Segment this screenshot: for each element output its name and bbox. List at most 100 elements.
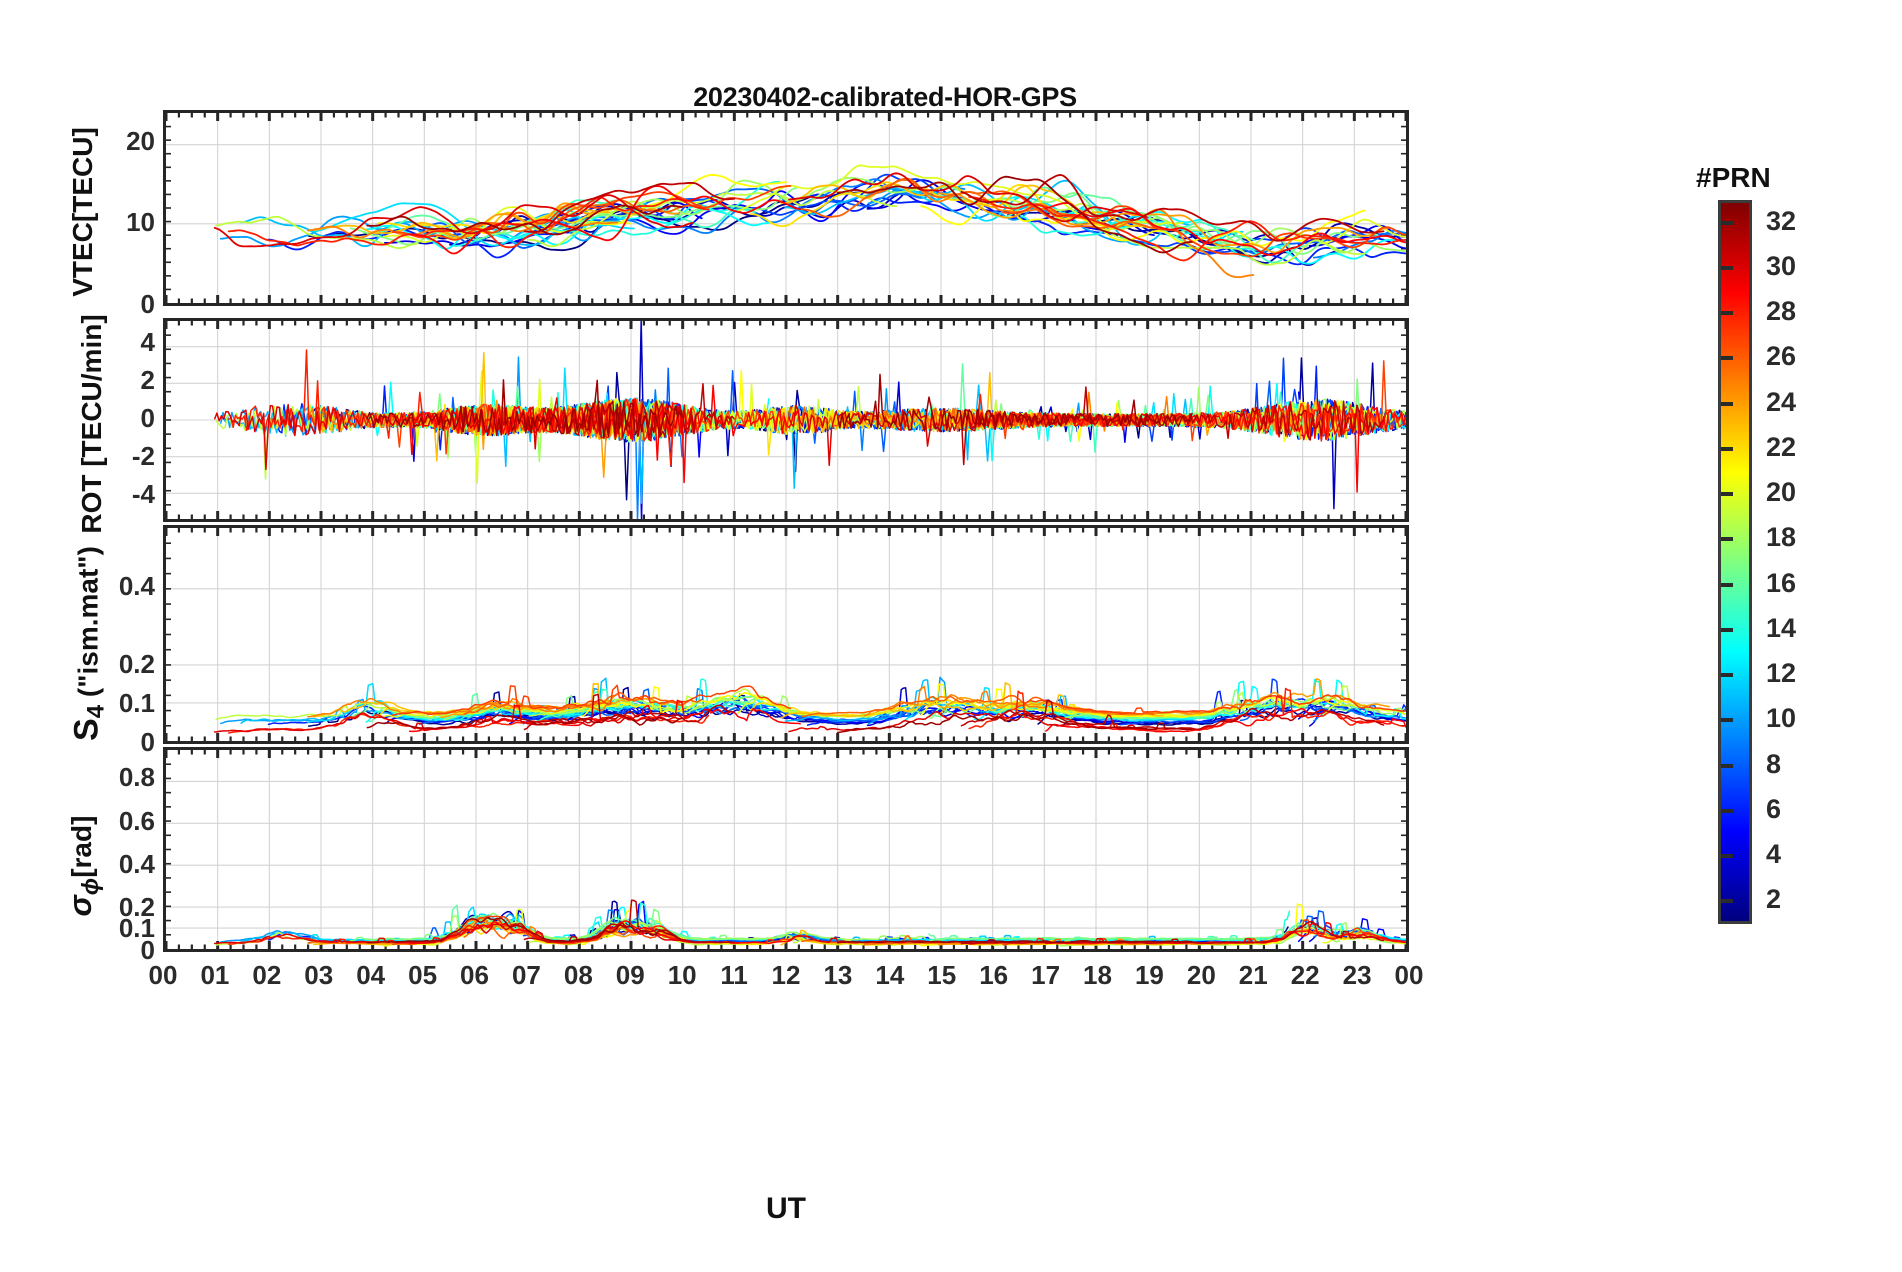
series-line: [366, 204, 683, 236]
colorbar-tick-mark: [1721, 718, 1733, 723]
series-line: [1006, 707, 1406, 726]
x-tick-label: 04: [356, 960, 386, 990]
x-tick-label: 06: [460, 960, 489, 990]
x-tick-label: 09: [615, 960, 645, 990]
colorbar-tick-mark: [1721, 265, 1733, 270]
x-tick-label: 17: [1031, 960, 1061, 990]
x-tick-label: 01: [200, 960, 230, 990]
panel-rot: [163, 318, 1409, 522]
series-line: [454, 180, 781, 248]
series-line: [836, 699, 1193, 734]
y-tick-label: 0.4: [118, 570, 155, 601]
series-line: [960, 920, 1385, 945]
series-group-vtec: [213, 164, 1406, 279]
x-tick-label: 18: [1083, 960, 1112, 990]
x-tick-label: 16: [979, 960, 1009, 990]
x-tick-label: 19: [1134, 960, 1164, 990]
series-line: [366, 917, 683, 944]
panel-sigphi: [163, 747, 1409, 952]
colorbar-tick-label: 26: [1766, 341, 1797, 372]
y-tick-label: 4: [140, 327, 155, 358]
series-line: [228, 349, 710, 466]
y-tick-label: 0.2: [118, 891, 155, 922]
series-line: [1044, 202, 1406, 256]
colorbar-tick-mark: [1721, 582, 1733, 587]
series-line: [1002, 204, 1406, 258]
colorbar-tick-label: 16: [1766, 567, 1797, 598]
series-group-sigphi: [213, 899, 1406, 947]
colorbar-tick-label: 18: [1766, 522, 1797, 553]
y-tick-label: 0: [140, 935, 155, 965]
series-line: [313, 682, 610, 718]
colorbar-tick-label: 14: [1766, 612, 1797, 643]
series-line: [228, 918, 710, 945]
x-tick-label: 20: [1186, 960, 1216, 990]
series-line: [392, 684, 792, 716]
series-line: [349, 694, 798, 719]
colorbar-gradient: [1718, 200, 1752, 924]
colorbar-tick-mark: [1721, 492, 1733, 497]
series-line: [960, 174, 1385, 242]
series-line: [227, 196, 710, 249]
y-tick-label: 0: [140, 289, 155, 319]
colorbar-tick-mark: [1721, 808, 1733, 813]
x-tick-label: 21: [1238, 960, 1268, 990]
colorbar-tick-mark: [1721, 401, 1733, 406]
colorbar-tick-mark: [1721, 311, 1733, 316]
colorbar-tick-label: 30: [1766, 250, 1797, 281]
colorbar-tick-label: 10: [1766, 703, 1797, 734]
series-line: [366, 379, 683, 439]
x-tick-label: 11: [720, 960, 748, 990]
y-tick-label: 0.2: [118, 648, 155, 679]
colorbar-tick-label: 22: [1766, 431, 1797, 462]
series-line: [836, 939, 1193, 944]
colorbar-tick-mark: [1721, 854, 1733, 859]
colorbar-title: #PRN: [1696, 162, 1771, 193]
series-line: [788, 710, 1148, 733]
x-tick-label: 05: [408, 960, 438, 990]
page-title: 20230402-calibrated-HOR-GPS: [693, 82, 1077, 112]
colorbar-tick-label: 4: [1766, 839, 1782, 870]
series-line: [737, 164, 1184, 231]
colorbar-tick-label: 2: [1766, 884, 1782, 915]
x-tick-label: 00: [148, 960, 178, 990]
colorbar-tick-label: 20: [1766, 477, 1797, 508]
y-tick-label: 0: [140, 403, 155, 433]
series-line: [408, 185, 802, 255]
series-group-rot: [213, 321, 1406, 519]
y-tick-label: -4: [131, 478, 155, 509]
y-tick-label: 2: [140, 365, 155, 396]
panel-vtec: [163, 110, 1409, 306]
colorbar-tick-mark: [1721, 537, 1733, 542]
colorbar-tick-label: 6: [1766, 793, 1782, 824]
series-line: [937, 192, 1391, 254]
x-tick-label: 13: [823, 960, 853, 990]
series-line: [523, 693, 735, 731]
series-line: [213, 398, 694, 471]
colorbar-tick-mark: [1721, 763, 1733, 768]
x-tick-label: 00: [1394, 960, 1424, 990]
colorbar-tick-label: 8: [1766, 748, 1782, 779]
colorbar-tick-mark: [1721, 627, 1733, 632]
colorbar-tick-label: 32: [1766, 205, 1797, 236]
colorbar-tick-mark: [1721, 673, 1733, 678]
series-line: [863, 685, 1255, 717]
series-line: [382, 206, 632, 244]
panel-s4: [163, 525, 1409, 744]
y-tick-label: -2: [131, 440, 155, 471]
x-tick-label: 08: [563, 960, 593, 990]
x-tick-label: 10: [667, 960, 697, 990]
y-tick-label: 0.4: [118, 848, 155, 879]
x-tick-label: 12: [771, 960, 801, 990]
y-tick-label: 0: [140, 727, 155, 757]
colorbar-tick-mark: [1721, 220, 1733, 225]
series-line: [1180, 243, 1406, 266]
series-line: [992, 198, 1366, 266]
series-line: [509, 697, 1026, 725]
y-tick-label: 0.1: [118, 687, 155, 718]
x-tick-label: 15: [927, 960, 957, 990]
x-tick-label: 23: [1342, 960, 1372, 990]
series-line: [788, 404, 1148, 467]
series-line: [377, 700, 618, 718]
series-group-s4: [213, 676, 1406, 734]
